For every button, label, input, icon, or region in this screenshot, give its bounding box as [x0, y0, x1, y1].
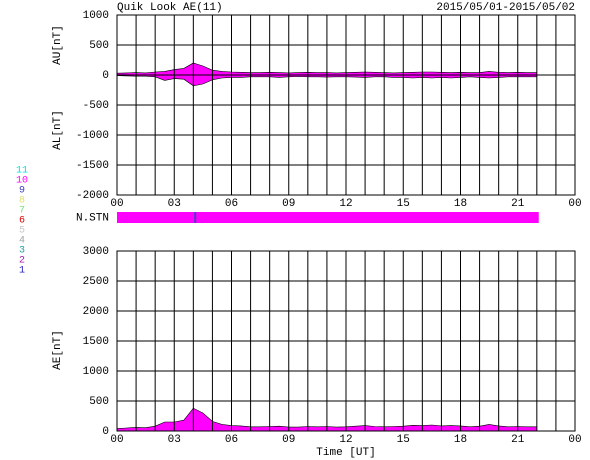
station-legend: 8 [19, 196, 25, 207]
y-tick-label: 500 [89, 40, 109, 52]
date-range: 2015/05/01-2015/05/02 [436, 2, 575, 14]
x-tick-label: 18 [454, 198, 467, 210]
station-legend: 4 [19, 236, 25, 247]
station-legend: 2 [19, 256, 25, 267]
x-tick-label: 15 [397, 198, 410, 210]
x-tick-label: 21 [511, 198, 525, 210]
station-legend: 5 [19, 226, 25, 237]
x-axis-label: Time [UT] [316, 447, 375, 459]
x-tick-label: 06 [225, 434, 238, 446]
y-tick-label: 1000 [83, 10, 109, 22]
station-legend: 1 [19, 266, 25, 277]
station-legend: 10 [16, 176, 28, 187]
station-legend: 3 [19, 246, 25, 257]
x-tick-label: 03 [168, 198, 181, 210]
x-tick-label: 06 [225, 198, 238, 210]
y-axis-label: AE[nT] [52, 330, 64, 370]
y-axis-label: AL[nT] [52, 110, 64, 150]
x-tick-label: 00 [110, 198, 123, 210]
x-tick-label: 00 [110, 434, 123, 446]
x-tick-label: 12 [339, 198, 352, 210]
area [116, 407, 538, 432]
plot-frame [116, 250, 576, 432]
station-label: N.STN [76, 212, 109, 224]
area [116, 74, 538, 87]
plot-frame [116, 14, 576, 196]
area [116, 62, 538, 76]
y-tick-label: 0 [102, 426, 109, 438]
station-segment [194, 212, 197, 223]
x-tick-label: 03 [168, 434, 181, 446]
y-tick-label: 1500 [83, 336, 109, 348]
station-legend: 11 [16, 166, 28, 177]
chart-title: Quik Look AE(11) [117, 2, 223, 14]
y-tick-label: 2500 [83, 276, 109, 288]
y-tick-label: 0 [102, 70, 109, 82]
x-tick-label: 09 [282, 434, 295, 446]
y-tick-label: -1000 [76, 130, 109, 142]
y-tick-label: -500 [83, 100, 109, 112]
station-legend: 7 [19, 206, 25, 217]
station-legend: 6 [19, 216, 25, 227]
station-legend: 9 [19, 186, 25, 197]
x-tick-label: 09 [282, 198, 295, 210]
x-tick-label: 21 [511, 434, 525, 446]
x-tick-label: 12 [339, 434, 352, 446]
y-tick-label: -2000 [76, 190, 109, 202]
y-axis-label: AU[nT] [52, 25, 64, 65]
y-tick-label: 2000 [83, 306, 109, 318]
x-tick-label: 18 [454, 434, 467, 446]
x-tick-label: 00 [568, 198, 581, 210]
y-tick-label: 500 [89, 396, 109, 408]
y-tick-label: 1000 [83, 366, 109, 378]
x-tick-label: 00 [568, 434, 581, 446]
y-tick-label: 3000 [83, 246, 109, 258]
y-tick-label: -1500 [76, 160, 109, 172]
station-segment [117, 212, 539, 223]
x-tick-label: 15 [397, 434, 410, 446]
